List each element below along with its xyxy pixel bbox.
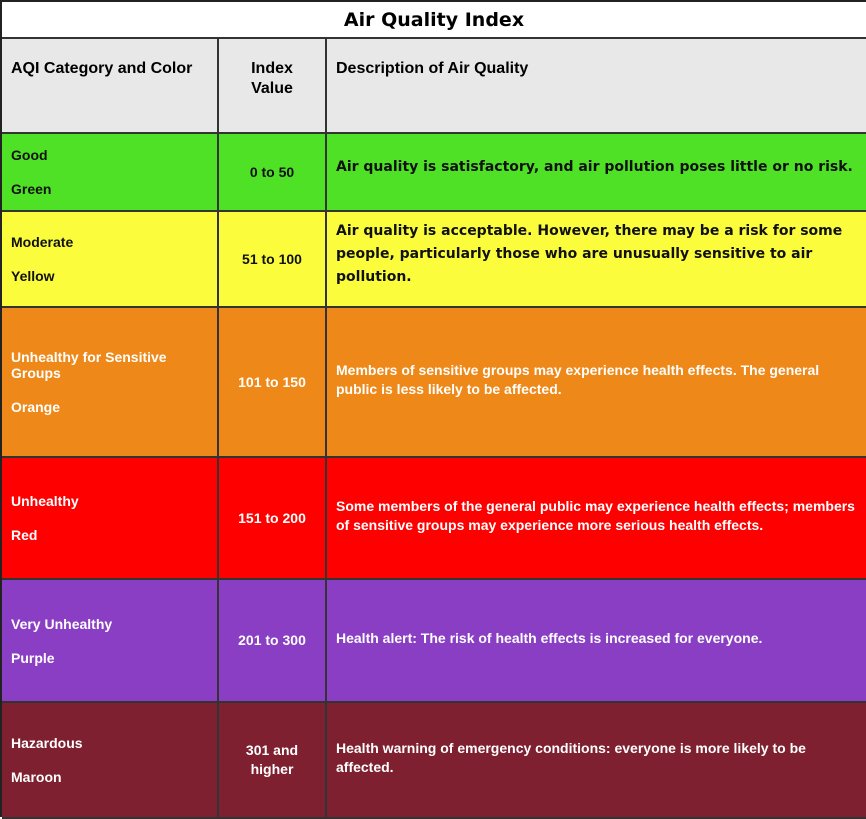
table-title: Air Quality Index: [2, 2, 866, 39]
column-header: Index Value: [219, 39, 327, 134]
index-value: 201 to 300: [219, 580, 327, 703]
index-value: 51 to 100: [219, 212, 327, 308]
description: Air quality is satisfactory, and air pol…: [327, 134, 866, 212]
index-value: 0 to 50: [219, 134, 327, 212]
description: Health warning of emergency conditions: …: [327, 703, 866, 819]
description: Members of sensitive groups may experien…: [327, 308, 866, 458]
column-header: Description of Air Quality: [327, 39, 866, 134]
category-name: Good: [11, 147, 48, 163]
category-color: Orange: [11, 399, 61, 415]
category-color: Yellow: [11, 268, 55, 284]
category-name: Unhealthy: [11, 493, 79, 509]
category-name: Very Unhealthy: [11, 615, 113, 632]
category-cell: Moderate Yellow: [2, 212, 219, 308]
description: Air quality is acceptable. However, ther…: [327, 212, 866, 308]
category-color: Purple: [11, 649, 55, 666]
category-cell: Unhealthy Red: [2, 458, 219, 580]
column-header: AQI Category and Color: [2, 39, 219, 134]
index-value: 101 to 150: [219, 308, 327, 458]
category-color: Maroon: [11, 769, 62, 785]
category-color: Red: [11, 527, 38, 543]
description: Some members of the general public may e…: [327, 458, 866, 580]
category-name: Hazardous: [11, 735, 83, 751]
description: Health alert: The risk of health effects…: [327, 580, 866, 703]
category-cell: Good Green: [2, 134, 219, 212]
category-cell: Hazardous Maroon: [2, 703, 219, 819]
category-cell: Unhealthy for Sensitive Groups Orange: [2, 308, 219, 458]
category-name: Unhealthy for Sensitive Groups: [11, 349, 167, 381]
index-value: 301 and higher: [219, 703, 327, 819]
category-cell: Very Unhealthy Purple: [2, 580, 219, 703]
category-name: Moderate: [11, 234, 74, 250]
category-color: Green: [11, 181, 52, 197]
index-value: 151 to 200: [219, 458, 327, 580]
